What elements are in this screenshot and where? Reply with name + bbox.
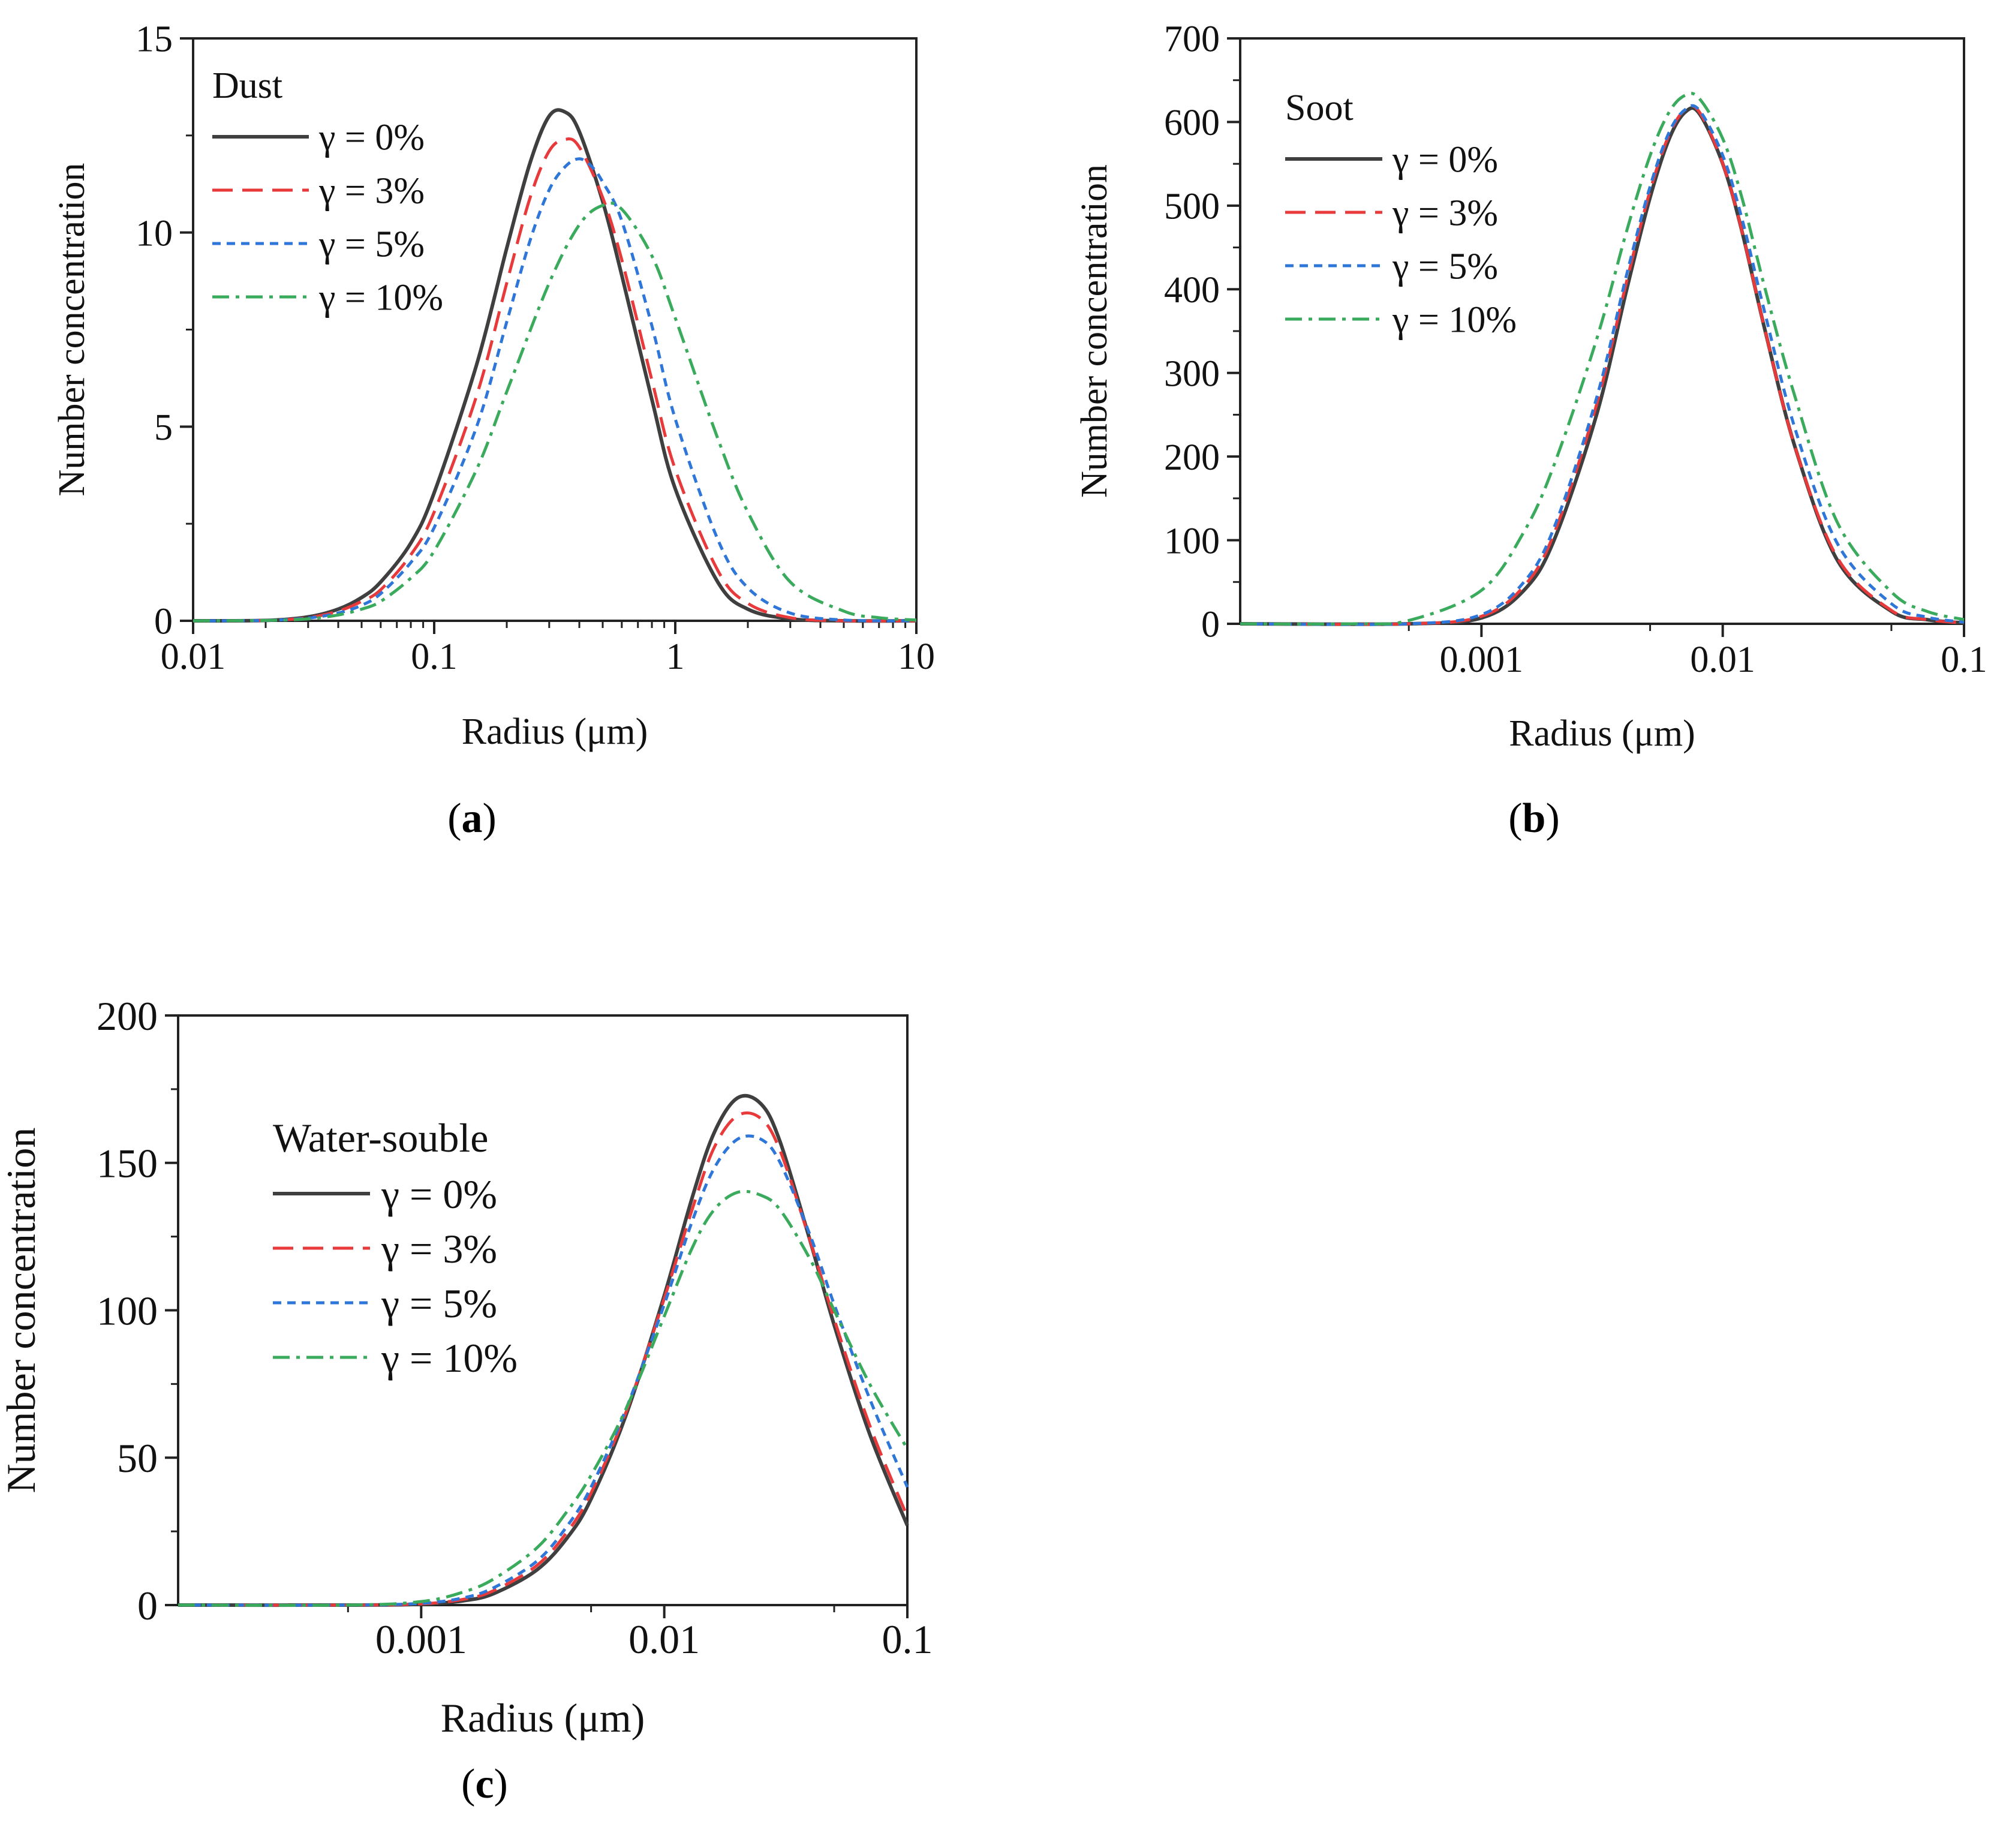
legend-label-0: γ = 0%	[381, 1171, 497, 1217]
y-tick-label: 15	[136, 19, 173, 60]
chart-title: Soot	[1285, 88, 1354, 128]
y-tick-label: 200	[1164, 437, 1220, 478]
series-line-1	[193, 137, 917, 623]
series-line-0	[1240, 106, 1965, 626]
series-line-3	[193, 202, 917, 623]
y-tick-label: 0	[137, 1583, 158, 1628]
legend-label-2: γ = 5%	[1392, 247, 1498, 287]
legend-label-0: γ = 0%	[318, 118, 425, 158]
legend-label-2: γ = 5%	[381, 1281, 497, 1326]
y-tick-label: 600	[1164, 103, 1220, 143]
legend-label-1: γ = 3%	[318, 171, 425, 212]
y-tick-label: 0	[154, 602, 173, 642]
x-axis-label: Radius (μm)	[441, 1695, 645, 1741]
y-axis-label: Number concentration	[0, 1128, 44, 1494]
legend-label-1: γ = 3%	[381, 1226, 497, 1272]
legend-label-3: γ = 10%	[1392, 300, 1517, 341]
panel-label-a: (a)	[447, 795, 497, 842]
plot-frame	[177, 1014, 909, 1606]
y-tick-label: 700	[1164, 19, 1220, 60]
x-tick-label: 10	[898, 636, 935, 677]
y-tick-label: 100	[97, 1288, 158, 1333]
plot-frame	[192, 37, 918, 622]
panel-label-c: (c)	[461, 1761, 508, 1807]
x-tick-label: 0.01	[628, 1616, 700, 1662]
chart-title: Water-souble	[273, 1115, 488, 1161]
y-tick-label: 100	[1164, 521, 1220, 561]
x-tick-label: 0.1	[1941, 639, 1987, 680]
y-axis-label: Number concentration	[52, 163, 92, 496]
x-axis-label: Radius (μm)	[1509, 713, 1695, 754]
y-tick-label: 0	[1201, 605, 1220, 645]
y-tick-label: 500	[1164, 187, 1220, 227]
y-axis-label: Number concentration	[1074, 164, 1115, 498]
series-line-2	[1240, 104, 1965, 626]
legend-label-3: γ = 10%	[318, 278, 443, 318]
x-axis-label: Radius (μm)	[462, 711, 648, 752]
chart-water-soluble: 0 50 100 150 200 0.001 0.01 0.1 Radius (μm) Numbe…	[0, 993, 933, 1741]
panel-label-b: (b)	[1508, 795, 1560, 842]
chart-soot: 0 100 200 300 400 500 600 700 0.001 0.01 0.1 Radius…	[1074, 19, 1987, 754]
series-line-1	[178, 1111, 909, 1607]
x-tick-label: 0.001	[1440, 639, 1524, 680]
x-tick-label: 0.001	[375, 1616, 467, 1662]
series-line-0	[193, 108, 917, 623]
series-line-0	[178, 1093, 909, 1607]
series-line-3	[178, 1189, 909, 1607]
x-tick-label: 0.1	[882, 1616, 933, 1662]
x-tick-label: 1	[666, 636, 685, 677]
x-tick-label: 0.01	[1690, 639, 1755, 680]
series-line-3	[1240, 92, 1965, 626]
y-tick-label: 10	[136, 213, 173, 254]
x-tick-label: 0.01	[161, 636, 226, 677]
legend-label-0: γ = 0%	[1392, 140, 1498, 181]
series-line-2	[193, 157, 917, 623]
y-tick-label: 5	[154, 407, 173, 448]
y-tick-label: 300	[1164, 353, 1220, 394]
legend-label-1: γ = 3%	[1392, 193, 1498, 234]
y-tick-label: 150	[97, 1141, 158, 1186]
x-tick-label: 0.1	[411, 636, 458, 677]
legend-label-3: γ = 10%	[381, 1335, 518, 1381]
chart-title: Dust	[212, 65, 282, 106]
y-tick-label: 50	[117, 1435, 158, 1481]
series-line-1	[1240, 104, 1965, 626]
series-line-2	[178, 1134, 909, 1607]
legend-label-2: γ = 5%	[318, 224, 425, 265]
y-tick-label: 400	[1164, 270, 1220, 311]
chart-dust: 0 5 10 15 0.01 0.1 1 10 Radius (μm) Number concen…	[52, 19, 935, 752]
y-tick-label: 200	[97, 993, 158, 1039]
